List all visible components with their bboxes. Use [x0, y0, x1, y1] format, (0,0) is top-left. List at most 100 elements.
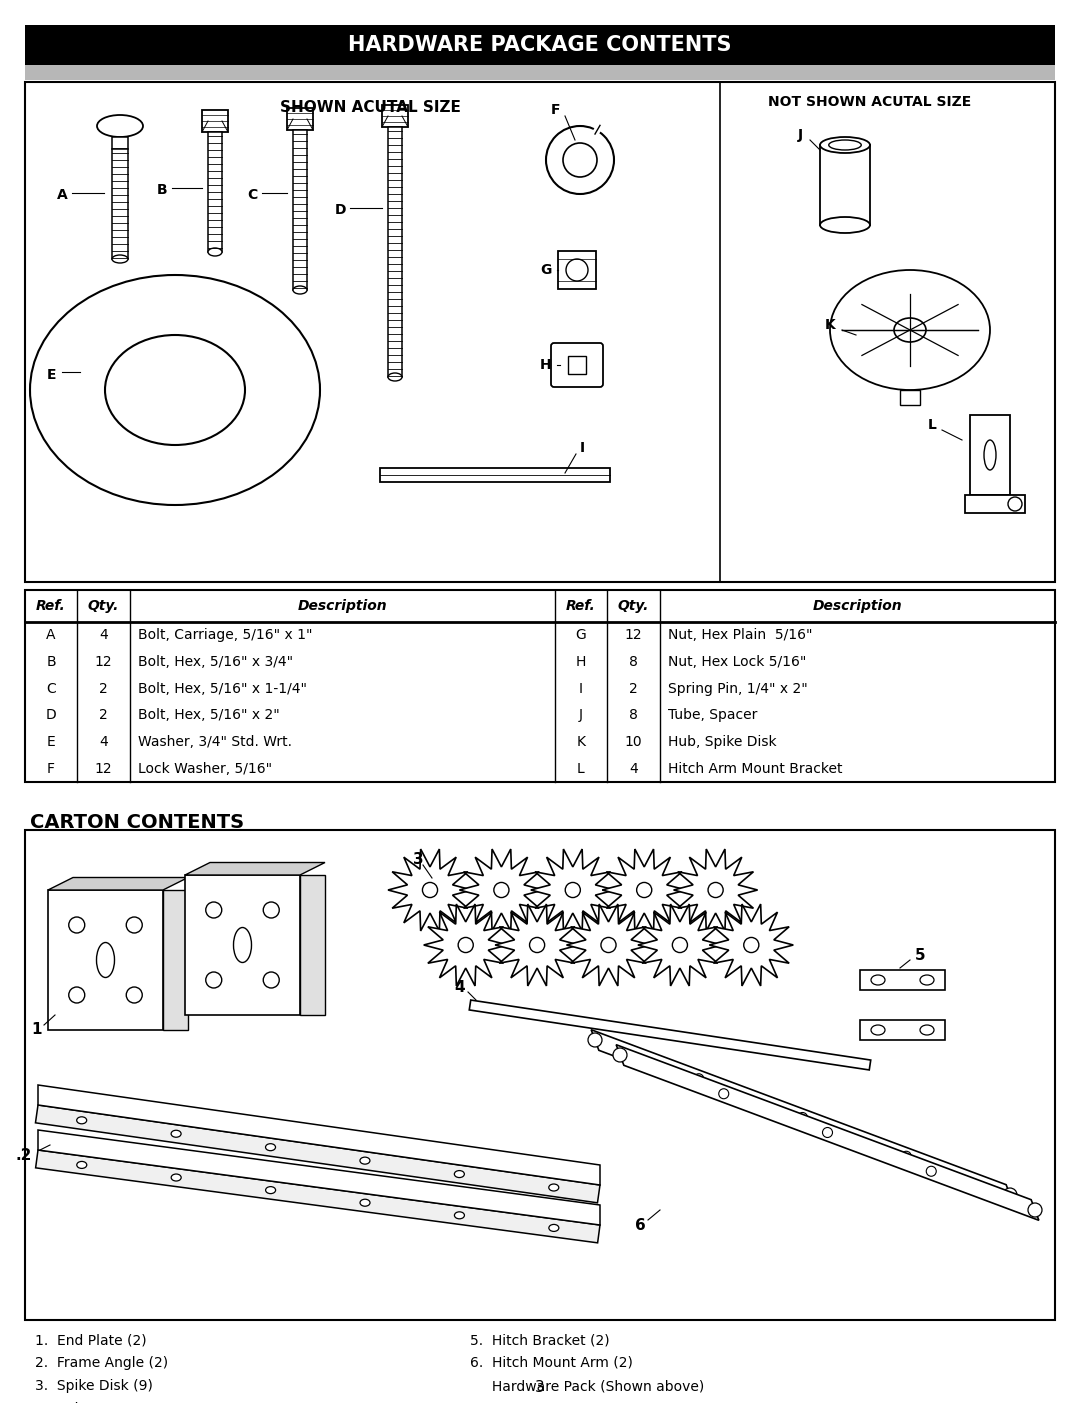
Bar — [48, 890, 163, 1030]
Text: D: D — [334, 203, 346, 217]
Text: H: H — [576, 655, 586, 669]
Text: Spring Pin, 1/4" x 2": Spring Pin, 1/4" x 2" — [669, 682, 808, 696]
Text: C: C — [247, 188, 257, 202]
Circle shape — [458, 937, 473, 953]
Circle shape — [206, 972, 221, 988]
Text: Bolt, Hex, 5/16" x 2": Bolt, Hex, 5/16" x 2" — [138, 709, 280, 723]
Text: A: A — [56, 188, 67, 202]
FancyBboxPatch shape — [551, 342, 603, 387]
Bar — [25, 25, 1055, 65]
Text: E: E — [48, 368, 57, 382]
Bar — [25, 831, 1055, 1320]
Circle shape — [1003, 1188, 1017, 1202]
Circle shape — [529, 937, 544, 953]
Polygon shape — [459, 849, 543, 932]
Polygon shape — [591, 1030, 1014, 1205]
Ellipse shape — [455, 1212, 464, 1219]
Polygon shape — [495, 904, 579, 986]
Text: F: F — [48, 762, 55, 776]
Text: 4: 4 — [630, 762, 638, 776]
Circle shape — [563, 143, 597, 177]
Text: 6.  Hitch Mount Arm (2): 6. Hitch Mount Arm (2) — [470, 1357, 633, 1369]
Ellipse shape — [97, 115, 143, 137]
Circle shape — [823, 1128, 833, 1138]
Text: 3: 3 — [413, 853, 423, 867]
Circle shape — [797, 1113, 808, 1122]
Bar — [112, 137, 129, 149]
Circle shape — [69, 986, 84, 1003]
Circle shape — [422, 882, 437, 898]
Ellipse shape — [828, 140, 861, 150]
Text: 8: 8 — [629, 709, 638, 723]
Text: Lock Washer, 5/16": Lock Washer, 5/16" — [138, 762, 272, 776]
Polygon shape — [710, 904, 794, 986]
Circle shape — [126, 986, 143, 1003]
Text: 4: 4 — [455, 979, 465, 995]
Text: 2: 2 — [99, 682, 108, 696]
Ellipse shape — [105, 335, 245, 445]
Text: I: I — [580, 441, 584, 455]
Circle shape — [206, 902, 221, 918]
Text: Hub, Spike Disk: Hub, Spike Disk — [669, 735, 777, 749]
Text: NOT SHOWN ACUTAL SIZE: NOT SHOWN ACUTAL SIZE — [768, 95, 972, 109]
Ellipse shape — [360, 1200, 370, 1207]
Text: 3: 3 — [535, 1381, 545, 1396]
Bar — [185, 875, 300, 1014]
Polygon shape — [423, 904, 508, 986]
Ellipse shape — [208, 248, 222, 255]
Text: CARTON CONTENTS: CARTON CONTENTS — [30, 812, 244, 832]
Circle shape — [546, 126, 615, 194]
FancyBboxPatch shape — [568, 356, 586, 375]
Polygon shape — [388, 849, 472, 932]
Text: 12: 12 — [624, 629, 643, 643]
Text: Description: Description — [812, 599, 902, 613]
Text: SHOWN ACUTAL SIZE: SHOWN ACUTAL SIZE — [280, 100, 460, 115]
Text: L: L — [928, 418, 936, 432]
Bar — [25, 81, 1055, 582]
Text: Qty.: Qty. — [618, 599, 649, 613]
Circle shape — [69, 918, 84, 933]
Ellipse shape — [30, 275, 320, 505]
Text: Hitch Arm Mount Bracket: Hitch Arm Mount Bracket — [669, 762, 842, 776]
Polygon shape — [603, 849, 686, 932]
Text: G: G — [576, 629, 586, 643]
Text: 5: 5 — [915, 947, 926, 962]
Text: Tube, Spacer: Tube, Spacer — [669, 709, 757, 723]
Text: G: G — [540, 262, 552, 276]
Ellipse shape — [360, 1157, 370, 1164]
Bar — [202, 109, 228, 132]
Text: K: K — [825, 318, 835, 333]
Text: Bolt, Hex, 5/16" x 3/4": Bolt, Hex, 5/16" x 3/4" — [138, 655, 293, 669]
Circle shape — [600, 937, 616, 953]
Text: 8: 8 — [629, 655, 638, 669]
Text: 2.  Frame Angle (2): 2. Frame Angle (2) — [35, 1357, 168, 1369]
Text: HARDWARE PACKAGE CONTENTS: HARDWARE PACKAGE CONTENTS — [348, 35, 732, 55]
Polygon shape — [48, 877, 188, 890]
Bar — [820, 145, 870, 224]
Ellipse shape — [77, 1162, 86, 1169]
Polygon shape — [567, 904, 650, 986]
Polygon shape — [36, 1106, 600, 1202]
Circle shape — [494, 882, 509, 898]
Polygon shape — [300, 875, 325, 1014]
Text: Ref.: Ref. — [36, 599, 66, 613]
Text: 1.  End Plate (2): 1. End Plate (2) — [35, 1333, 147, 1347]
Bar — [966, 495, 1025, 513]
Text: J: J — [579, 709, 583, 723]
Text: E: E — [46, 735, 55, 749]
Circle shape — [126, 918, 143, 933]
Polygon shape — [638, 904, 721, 986]
Ellipse shape — [870, 1026, 885, 1035]
Ellipse shape — [96, 943, 114, 978]
Text: B: B — [157, 182, 167, 196]
Polygon shape — [38, 1129, 600, 1225]
Ellipse shape — [549, 1184, 558, 1191]
Text: Ref.: Ref. — [566, 599, 596, 613]
Circle shape — [719, 1089, 729, 1099]
Circle shape — [744, 937, 759, 953]
Bar — [970, 415, 1010, 495]
Circle shape — [673, 937, 688, 953]
Polygon shape — [469, 1000, 870, 1070]
Text: H: H — [540, 358, 552, 372]
Text: 5.  Hitch Bracket (2): 5. Hitch Bracket (2) — [470, 1333, 609, 1347]
